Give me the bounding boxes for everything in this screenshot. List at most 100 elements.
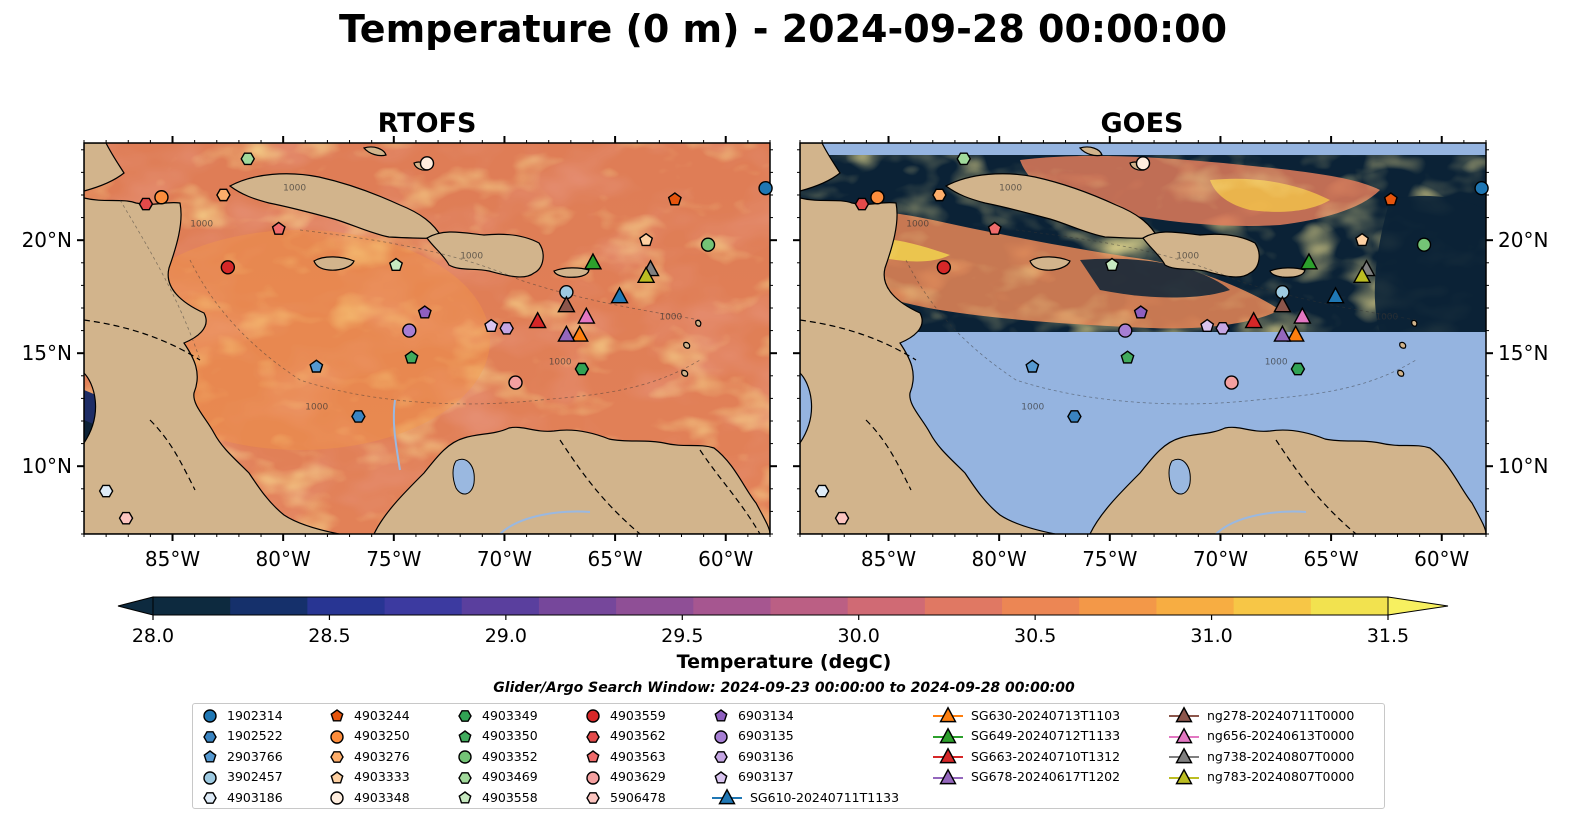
legend-marker — [1169, 726, 1199, 743]
legend-entry-4903629: 4903629 — [584, 768, 666, 786]
legend-marker — [933, 767, 963, 784]
legend-symbol — [586, 792, 600, 804]
legend-label: 1902314 — [227, 707, 283, 723]
legend-label: 4903244 — [354, 707, 410, 723]
contour-label: 1000 — [1375, 312, 1398, 322]
legend-label: 4903250 — [354, 728, 410, 743]
float-marker-4903244 — [1383, 192, 1398, 206]
legend-label: SG678-20240617T1202 — [971, 769, 1121, 784]
legend-label: SG610-20240711T1133 — [750, 789, 900, 805]
legend-symbol — [939, 747, 957, 764]
legend-marker — [458, 710, 472, 722]
legend-marker — [1169, 767, 1199, 784]
legend-entry-4903250: 4903250 — [328, 727, 410, 745]
legend-entry-4903333: 4903333 — [328, 768, 410, 786]
glider-marker-SG630-20240713T1103 — [570, 324, 589, 342]
legend-marker — [933, 706, 963, 723]
legend-marker — [458, 750, 472, 764]
legend-entry-3902457: 3902457 — [201, 768, 283, 786]
colorbar-segment — [616, 597, 694, 615]
legend-symbol — [458, 710, 472, 722]
search-window-text: Glider/Argo Search Window: 2024-09-23 00… — [493, 680, 1075, 696]
glider-marker-ng783-20240807T0000 — [636, 266, 656, 284]
float-marker-4903186 — [814, 484, 830, 498]
float-marker-4903563 — [271, 221, 286, 235]
legend-entry-SG649-20240712T1133: SG649-20240712T1133 — [933, 726, 1120, 745]
colorbar-label: Temperature (degC) — [677, 651, 892, 673]
legend-marker — [330, 729, 344, 744]
float-marker-1902314 — [1474, 181, 1489, 196]
float-marker-4903348 — [1135, 156, 1151, 171]
legend-symbol — [458, 750, 472, 764]
legend-label: 4903352 — [482, 748, 538, 764]
legend-symbol — [939, 726, 957, 743]
contour-label: 1000 — [305, 403, 328, 413]
legend-marker — [203, 709, 217, 723]
colorbar-segment — [1156, 597, 1235, 615]
colorbar-tick-label: 29.0 — [485, 625, 527, 647]
float-marker-4903276 — [932, 188, 947, 202]
legend-marker — [714, 751, 728, 763]
legend-symbol — [330, 791, 344, 805]
legend-label: ng783-20240807T0000 — [1207, 769, 1355, 784]
legend-entry-2903766: 2903766 — [201, 747, 283, 765]
contour-label: 1000 — [283, 183, 306, 193]
legend-entry-4903349: 4903349 — [456, 706, 538, 724]
contour-label: 1000 — [460, 251, 483, 261]
float-marker-4903349 — [574, 362, 590, 376]
goes-markers — [814, 152, 1489, 525]
x-tick-label: 75°W — [1082, 547, 1137, 571]
legend-entry-4903469: 4903469 — [456, 768, 538, 786]
glider-marker-SG610-20240711T1133 — [610, 286, 629, 304]
float-marker-6903134 — [417, 305, 432, 319]
legend-symbol — [1175, 767, 1193, 784]
legend-marker — [330, 709, 344, 722]
legend-entry-ng278-20240711T0000: ng278-20240711T0000 — [1169, 706, 1354, 724]
contour-label: 1000 — [549, 357, 572, 367]
legend-marker — [586, 750, 600, 763]
float-marker-4903629 — [1224, 375, 1239, 390]
legend-entry-SG678-20240617T1202: SG678-20240617T1202 — [933, 767, 1121, 786]
legend-symbol — [714, 751, 728, 763]
float-marker-4903469 — [956, 152, 972, 166]
colorbar-tick-label: 28.5 — [308, 625, 350, 647]
float-marker-4903352 — [1416, 237, 1432, 252]
float-marker-4903559 — [220, 260, 236, 275]
legend-marker — [586, 770, 600, 785]
contour-label: 1000 — [659, 312, 682, 322]
glider-marker-ng278-20240711T0000 — [1273, 295, 1292, 313]
legend-symbol — [714, 729, 728, 744]
panel-title-rtofs: RTOFS — [378, 108, 477, 139]
glider-marker-SG649-20240712T1133 — [1299, 252, 1319, 270]
legend-label: 5906478 — [610, 789, 666, 805]
contour-label: 1000 — [999, 183, 1022, 193]
legend-marker — [458, 791, 472, 804]
colorbar-segment — [770, 597, 849, 615]
glider-marker-SG649-20240712T1133 — [583, 252, 603, 270]
glider-marker-SG663-20240710T1312 — [1244, 311, 1263, 329]
legend-entry-4903350: 4903350 — [456, 727, 538, 745]
legend-label: 6903137 — [738, 769, 794, 784]
legend-label: 4903350 — [482, 728, 538, 743]
glider-marker-SG678-20240617T1202 — [557, 324, 576, 342]
float-marker-5906478 — [834, 511, 850, 525]
legend-entry-4903276: 4903276 — [328, 747, 410, 765]
legend-symbol — [330, 729, 344, 744]
legend-entry-6903134: 6903134 — [712, 706, 794, 724]
legend-marker — [330, 751, 344, 763]
legend-symbol — [203, 709, 217, 723]
legend-marker — [1169, 706, 1199, 723]
float-marker-4903250 — [870, 190, 885, 205]
legend-entry-ng656-20240613T0000: ng656-20240613T0000 — [1169, 726, 1354, 745]
legend-entry-6903135: 6903135 — [712, 727, 794, 745]
legend-label: 4903349 — [482, 707, 538, 723]
colorbar-segment — [847, 597, 926, 615]
glider-marker-SG630-20240713T1103 — [1286, 324, 1305, 342]
x-tick-label: 70°W — [477, 547, 532, 571]
float-marker-2903766 — [1025, 359, 1040, 373]
colorbar-segment — [307, 597, 386, 615]
x-tick-label: 70°W — [1193, 547, 1248, 571]
glider-marker-ng656-20240613T0000 — [1293, 306, 1312, 324]
colorbar-segment — [693, 597, 771, 615]
